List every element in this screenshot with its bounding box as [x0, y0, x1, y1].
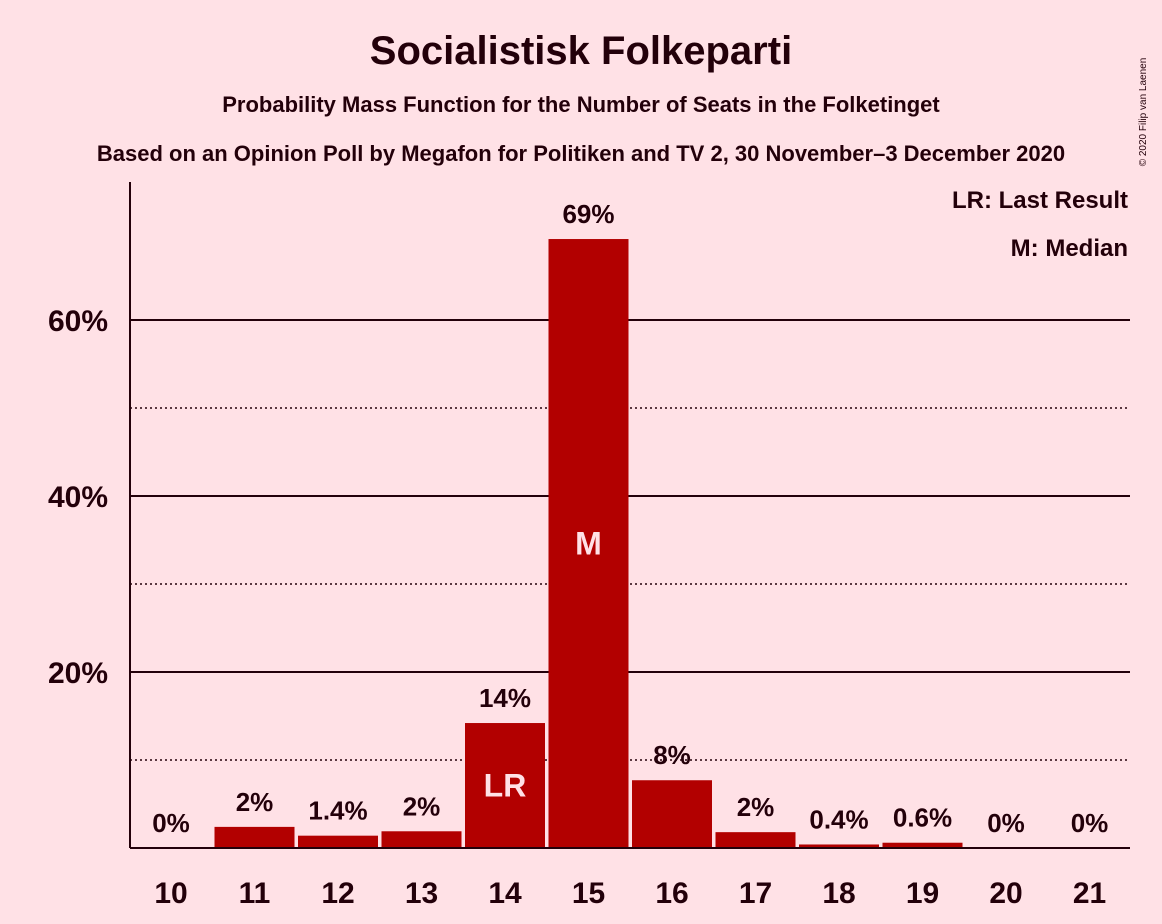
x-tick-label-10: 10 [154, 877, 187, 910]
chart-source: Based on an Opinion Poll by Megafon for … [97, 141, 1065, 166]
data-label-17: 2% [737, 792, 775, 822]
data-label-14: 14% [479, 683, 531, 713]
x-tick-label-18: 18 [822, 877, 855, 910]
chart-subtitle: Probability Mass Function for the Number… [222, 92, 940, 117]
x-tick-label-11: 11 [239, 877, 271, 910]
data-label-18: 0.4% [809, 804, 868, 834]
x-tick-label-15: 15 [572, 877, 605, 910]
chart-title: Socialistisk Folkeparti [370, 29, 792, 73]
y-tick-label: 40% [48, 481, 108, 514]
x-tick-label-16: 16 [655, 877, 688, 910]
bar-12 [298, 835, 378, 848]
x-tick-label-19: 19 [906, 877, 939, 910]
x-tick-label-21: 21 [1073, 877, 1106, 910]
data-label-12: 1.4% [308, 796, 367, 826]
data-label-20: 0% [987, 808, 1025, 838]
data-label-21: 0% [1071, 808, 1109, 838]
data-label-15: 69% [562, 199, 614, 229]
gridlines [130, 319, 1130, 761]
data-labels: 0% 2% 1.4% 2% 14% 69% 8% 2% 0.4% 0.6% 0% 0% LR M [152, 199, 1108, 838]
y-tick-label: 60% [48, 305, 108, 338]
y-tick-label: 20% [48, 657, 108, 690]
x-tick-label-12: 12 [321, 877, 354, 910]
x-tick-label-14: 14 [488, 877, 522, 910]
x-tick-label-20: 20 [989, 877, 1022, 910]
data-label-10: 0% [152, 808, 190, 838]
legend-last-result: LR: Last Result [952, 187, 1128, 214]
bar-15 [548, 239, 629, 849]
bar-19 [882, 842, 963, 848]
bar-11 [214, 826, 295, 848]
bar-16 [632, 780, 712, 848]
x-tick-label-17: 17 [739, 877, 772, 910]
legend-median: M: Median [1011, 235, 1128, 262]
copyright-notice: © 2020 Filip van Laenen [1138, 58, 1149, 167]
data-label-19: 0.6% [893, 803, 952, 833]
marker-lr: LR [484, 768, 527, 804]
data-label-11: 2% [236, 787, 274, 817]
y-axis-ticks: 20% 40% 60% [48, 305, 108, 690]
bar-17 [715, 832, 796, 848]
data-label-16: 8% [653, 740, 691, 770]
bar-18 [799, 844, 879, 848]
x-tick-label-13: 13 [405, 877, 438, 910]
data-label-13: 2% [403, 791, 441, 821]
x-axis-ticks: 10 11 12 13 14 15 16 17 18 19 20 21 [154, 877, 1106, 910]
bar-14 [465, 723, 545, 848]
marker-m: M [575, 526, 602, 562]
bars [214, 239, 963, 849]
bar-13 [381, 831, 462, 848]
